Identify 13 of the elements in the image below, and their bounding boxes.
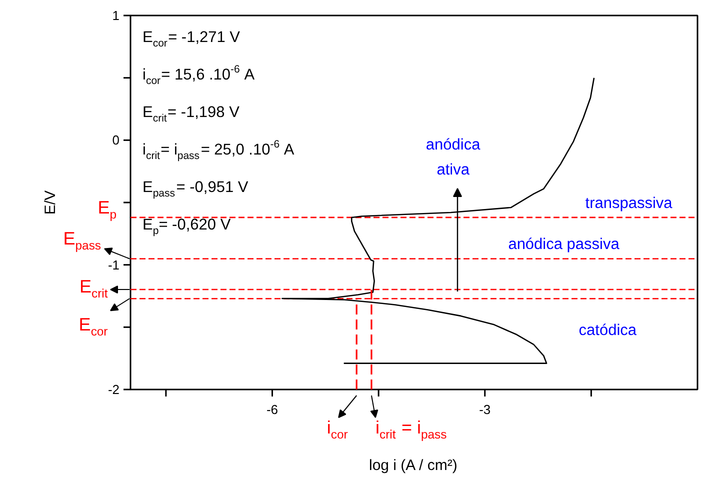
x-axis-title: log i (A / cm²) (368, 457, 458, 474)
y-tick-label: -1 (108, 257, 120, 272)
y-tick-label: 1 (112, 8, 120, 23)
x-tick-label: -6 (266, 402, 278, 417)
annotation: anódica ativa (426, 136, 481, 178)
text: = -0,620 V (158, 216, 231, 234)
y-tick-label: 0 (112, 132, 120, 148)
y-axis-title: E/V (42, 190, 59, 215)
y-tick-label: -2 (108, 382, 120, 397)
x-tick-label: -3 (479, 402, 491, 417)
annotation: catódica (578, 322, 637, 339)
annotation: transpassiva (585, 195, 673, 212)
annotation: anódica passiva (508, 236, 620, 253)
